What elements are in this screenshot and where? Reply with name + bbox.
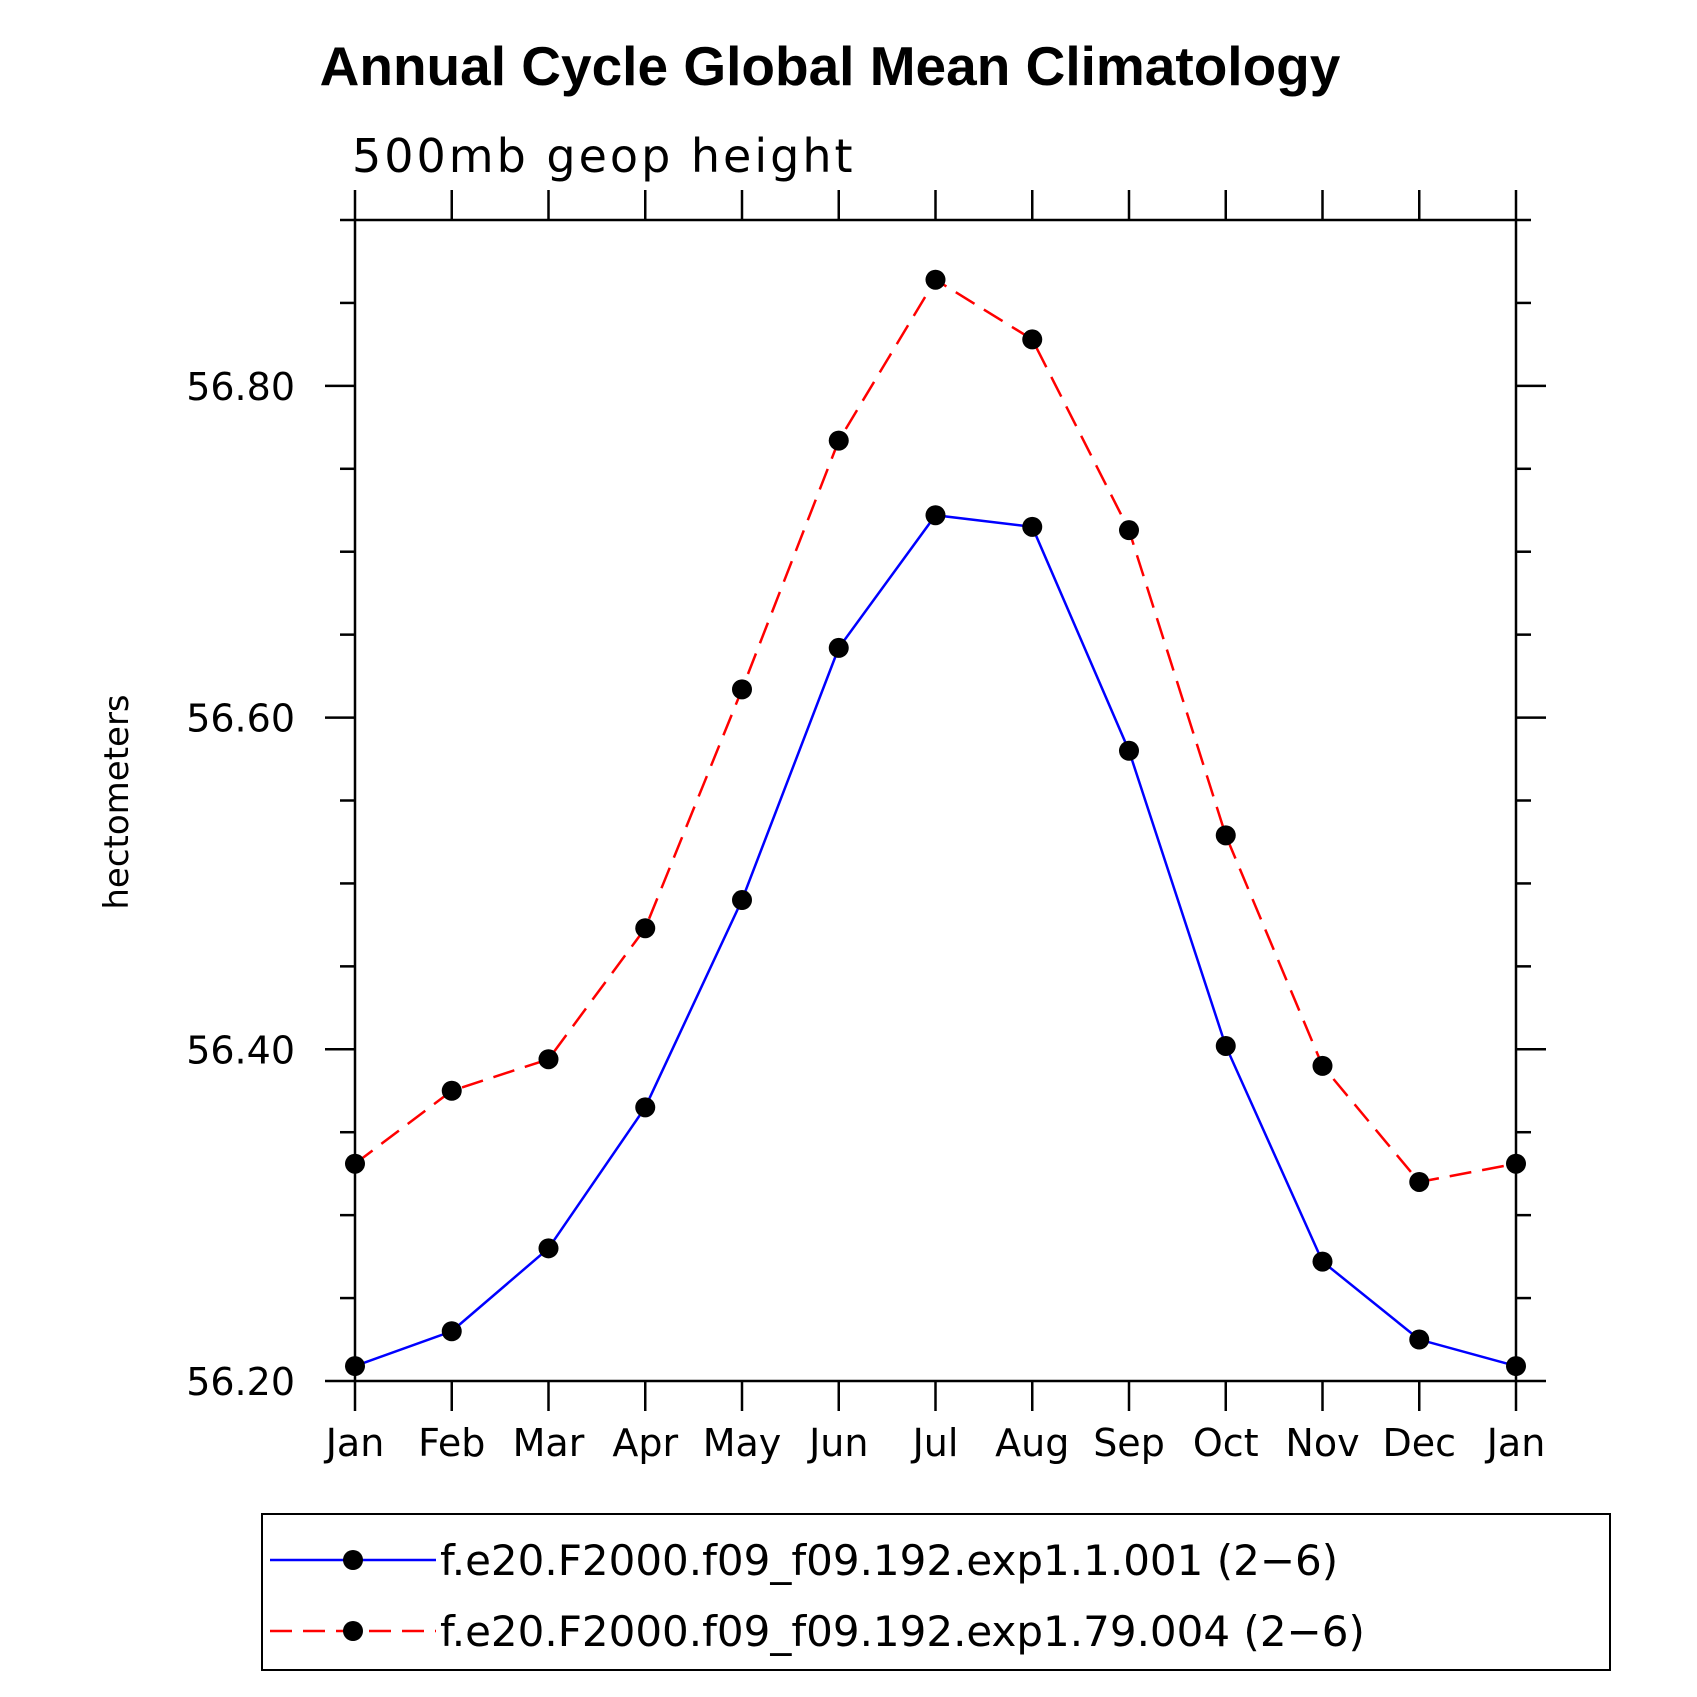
series-line-2: [354, 277, 1517, 1184]
y-tick-label: 56.80: [186, 365, 295, 409]
x-tick-label: Feb: [418, 1421, 485, 1465]
data-point: [1022, 329, 1043, 350]
chart-subtitle: 500mb geop height: [352, 129, 856, 183]
data-point: [635, 1097, 656, 1118]
data-point: [1409, 1329, 1430, 1350]
data-point: [538, 1238, 559, 1259]
data-point: [1119, 520, 1139, 541]
data-point: [732, 679, 752, 700]
legend-label: f.e20.F2000.f09_f09.192.exp1.1.001 (2−6): [440, 1536, 1338, 1585]
series-layer: [345, 269, 1526, 1377]
data-point: [1506, 1153, 1526, 1174]
x-tick-label: Sep: [1093, 1421, 1165, 1465]
data-point: [925, 269, 946, 290]
data-point: [1119, 740, 1139, 761]
data-point: [1506, 1356, 1526, 1377]
data-point: [732, 890, 752, 911]
legend-marker: [343, 1550, 363, 1570]
data-point: [1215, 1035, 1236, 1056]
x-tick-label: Nov: [1285, 1421, 1359, 1465]
data-point: [441, 1080, 462, 1101]
legend-marker: [343, 1621, 363, 1641]
x-tick-label: Dec: [1382, 1421, 1456, 1465]
data-point: [345, 1356, 365, 1377]
y-tick-label: 56.20: [186, 1360, 295, 1404]
legend-label: f.e20.F2000.f09_f09.192.exp1.79.004 (2−6…: [440, 1607, 1365, 1656]
data-point: [345, 1153, 365, 1174]
data-point: [441, 1321, 462, 1342]
x-tick-label: Apr: [612, 1421, 678, 1465]
x-tick-label: Oct: [1193, 1421, 1259, 1465]
legend-box: [261, 1513, 1611, 1671]
y-axis-label: hectometers: [97, 694, 137, 909]
data-point: [1215, 825, 1236, 846]
y-tick-label: 56.60: [186, 697, 295, 741]
data-point: [538, 1049, 559, 1070]
y-tick-label: 56.40: [186, 1028, 295, 1072]
data-point: [1022, 516, 1043, 537]
data-point: [925, 505, 946, 526]
plot-axes: Jan Feb Mar Apr May Jun Jul Aug Sep Oct Nov Dec Jan 5…: [186, 190, 1546, 1465]
x-tick-label: Jan: [324, 1421, 385, 1465]
series-line-1: [354, 513, 1517, 1368]
x-tick-label: Jan: [1485, 1421, 1546, 1465]
x-tick-label: May: [703, 1421, 782, 1465]
x-tick-label: Jun: [807, 1421, 868, 1465]
data-point: [1409, 1171, 1430, 1192]
x-tick-label: Mar: [513, 1421, 585, 1465]
x-tick-label: Aug: [995, 1421, 1069, 1465]
data-point: [828, 637, 849, 658]
data-point: [635, 918, 656, 939]
data-point: [1312, 1055, 1333, 1076]
data-point: [828, 430, 849, 451]
legend: f.e20.F2000.f09_f09.192.exp1.1.001 (2−6)…: [261, 1513, 1611, 1671]
chart-title: Annual Cycle Global Mean Climatology: [320, 35, 1341, 97]
plot-frame: [353, 218, 1518, 1383]
data-point: [1312, 1251, 1333, 1272]
x-tick-label: Jul: [911, 1421, 959, 1465]
